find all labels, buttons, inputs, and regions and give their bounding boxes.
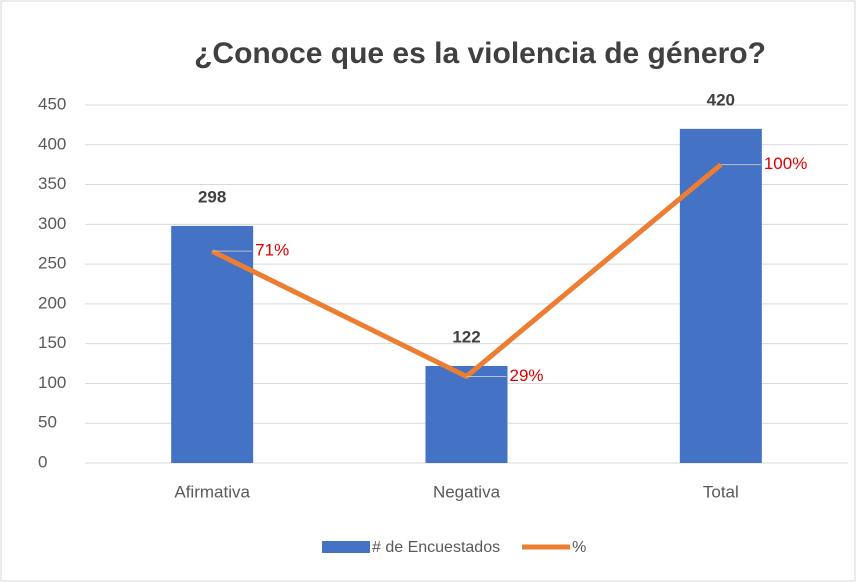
y-tick-label: 250 bbox=[38, 254, 66, 273]
y-tick-label: 0 bbox=[38, 452, 47, 471]
bar bbox=[425, 365, 508, 463]
line-value-label: 71% bbox=[255, 241, 289, 260]
y-tick-label: 200 bbox=[38, 293, 66, 312]
bar-value-label: 420 bbox=[707, 90, 735, 109]
legend-swatch bbox=[322, 541, 370, 553]
bar-value-label: 298 bbox=[198, 187, 226, 206]
chart-title: ¿Conoce que es la violencia de género? bbox=[194, 37, 766, 70]
line-value-label: 100% bbox=[764, 154, 807, 173]
y-tick-label: 150 bbox=[38, 333, 66, 352]
line-value-label: 29% bbox=[510, 366, 544, 385]
bar bbox=[171, 225, 254, 463]
y-tick-label: 450 bbox=[38, 94, 66, 113]
y-tick-label: 400 bbox=[38, 134, 66, 153]
y-tick-label: 350 bbox=[38, 174, 66, 193]
bar-value-label: 122 bbox=[452, 327, 480, 346]
y-tick-label: 100 bbox=[38, 373, 66, 392]
x-tick-label: Total bbox=[703, 482, 739, 501]
y-tick-label: 50 bbox=[38, 413, 57, 432]
x-tick-label: Afirmativa bbox=[174, 482, 250, 501]
x-tick-label: Negativa bbox=[433, 482, 501, 501]
legend-label: % bbox=[572, 539, 586, 556]
bar bbox=[679, 128, 762, 463]
legend-label: # de Encuestados bbox=[372, 539, 500, 556]
y-tick-label: 300 bbox=[38, 214, 66, 233]
